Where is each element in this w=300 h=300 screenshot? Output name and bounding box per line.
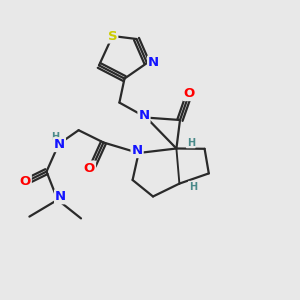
Text: H: H <box>189 182 197 192</box>
Text: H: H <box>187 137 195 148</box>
Text: N: N <box>131 144 143 157</box>
Text: N: N <box>55 190 66 203</box>
Text: O: O <box>84 161 95 175</box>
Text: N: N <box>54 138 65 151</box>
Text: N: N <box>148 56 159 70</box>
Text: O: O <box>20 175 31 188</box>
Text: S: S <box>108 29 117 43</box>
Text: N: N <box>138 109 150 122</box>
Text: O: O <box>184 87 195 100</box>
Text: H: H <box>51 132 59 142</box>
